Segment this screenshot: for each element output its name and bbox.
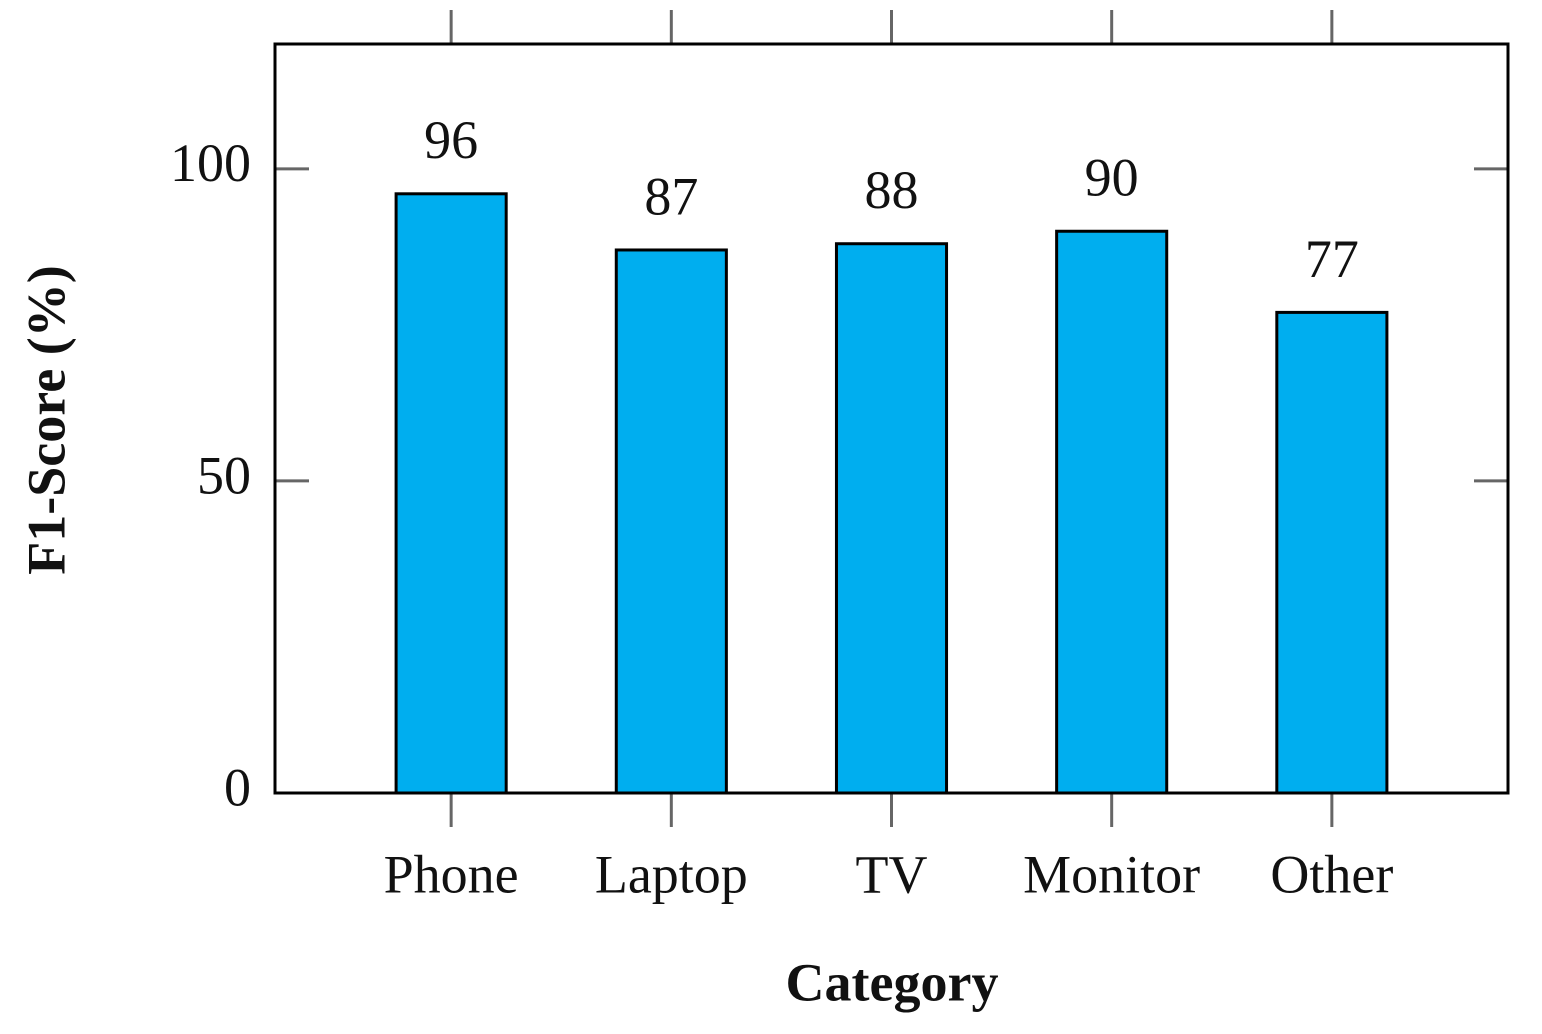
bar: [614, 248, 728, 795]
value-label: 87: [644, 166, 698, 226]
y-axis-title: F1-Score (%): [16, 265, 76, 574]
value-label: 88: [865, 160, 919, 220]
y-tick-label: 0: [224, 757, 251, 817]
x-tick-label: Monitor: [1023, 844, 1200, 904]
plot-frame: [273, 42, 1510, 795]
x-axis-title: Category: [786, 952, 999, 1012]
value-label: 96: [424, 110, 478, 170]
bar: [1055, 229, 1169, 795]
value-label: 77: [1305, 229, 1359, 289]
value-label: 90: [1085, 148, 1139, 208]
x-tick-label: Laptop: [595, 844, 748, 904]
y-tick-label: 50: [197, 445, 251, 505]
x-tick-label: Other: [1270, 844, 1393, 904]
bar: [394, 192, 508, 795]
bar: [1275, 310, 1389, 795]
y-tick-label: 100: [170, 133, 251, 193]
x-tick-label: TV: [856, 844, 928, 904]
bar: [834, 242, 949, 795]
x-tick-label: Phone: [384, 844, 519, 904]
